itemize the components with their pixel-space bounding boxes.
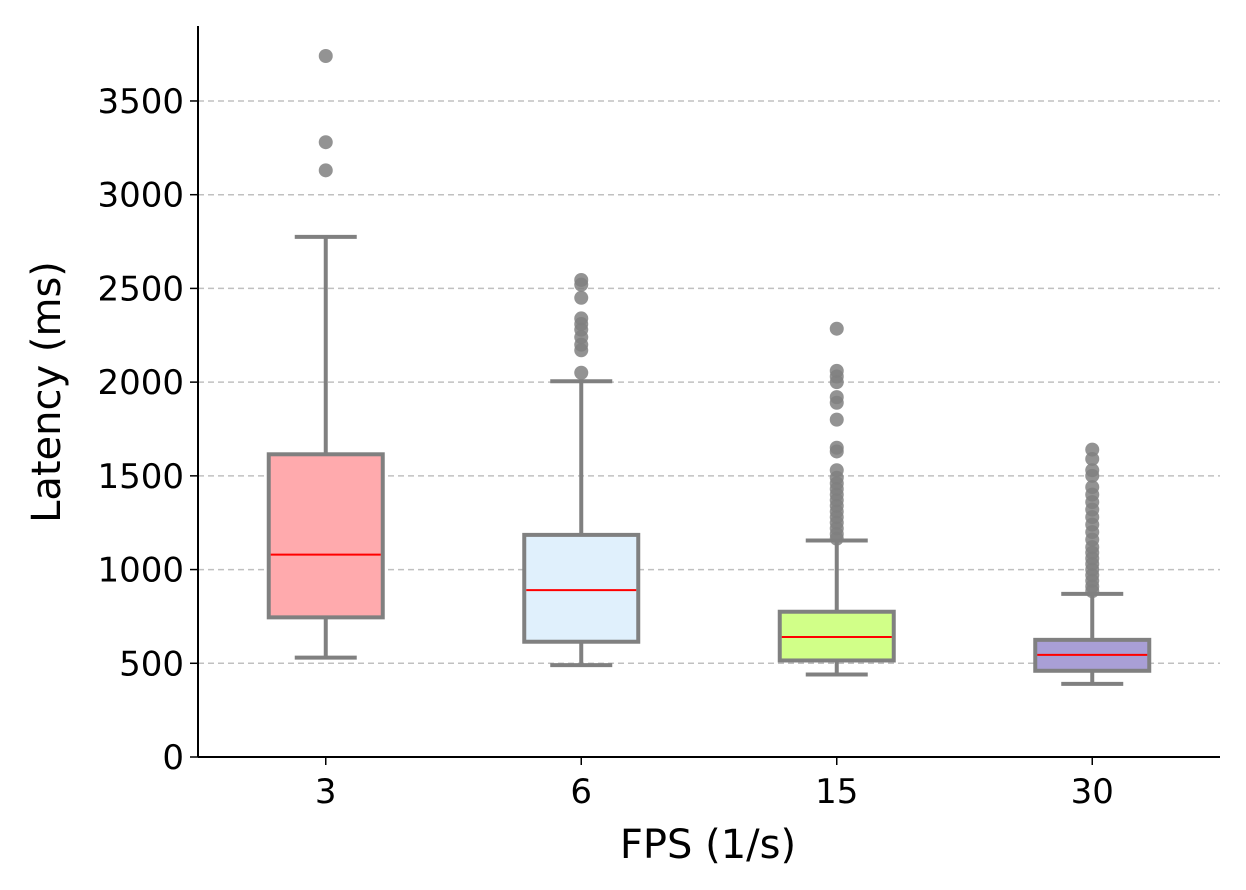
iqr-box <box>266 452 385 620</box>
outlier-point <box>829 363 844 378</box>
y-tick-label: 2000 <box>97 363 184 403</box>
x-tick-label: 15 <box>815 772 858 812</box>
y-tick-label: 3000 <box>97 176 184 216</box>
outlier-point <box>574 272 589 287</box>
x-tick-label: 30 <box>1071 772 1114 812</box>
x-tick-label: 3 <box>315 772 337 812</box>
outlier-point <box>829 321 844 336</box>
y-tick-label: 0 <box>162 738 184 778</box>
outlier-point <box>1085 442 1100 457</box>
outlier-point <box>1085 463 1100 478</box>
outlier-point <box>1085 480 1100 495</box>
box-15 <box>777 321 896 677</box>
box-series <box>266 48 1152 686</box>
outlier-point <box>318 163 333 178</box>
outlier-point <box>574 365 589 380</box>
box-30 <box>1033 442 1152 686</box>
y-tick-label: 500 <box>119 644 184 684</box>
y-tick-label: 1000 <box>97 551 184 591</box>
outlier-point <box>829 440 844 455</box>
box-6 <box>522 272 641 668</box>
iqr-box <box>522 532 641 644</box>
outlier-point <box>574 311 589 326</box>
outlier-point <box>574 290 589 305</box>
box-3 <box>266 48 385 660</box>
x-tick-label: 6 <box>570 772 592 812</box>
y-tick-label: 3500 <box>97 82 184 122</box>
x-axis-title: FPS (1/s) <box>620 822 796 868</box>
outlier-point <box>829 412 844 427</box>
y-tick-label: 2500 <box>97 269 184 309</box>
outlier-point <box>318 48 333 63</box>
axes: 0 500 1000 1500 2000 2500 3000 3500 3 6 15 30 <box>97 26 1220 812</box>
outlier-point <box>318 135 333 150</box>
outlier-point <box>829 390 844 405</box>
outlier-point <box>829 463 844 478</box>
y-axis-title: Latency (ms) <box>24 261 70 523</box>
y-tick-label: 1500 <box>97 457 184 497</box>
